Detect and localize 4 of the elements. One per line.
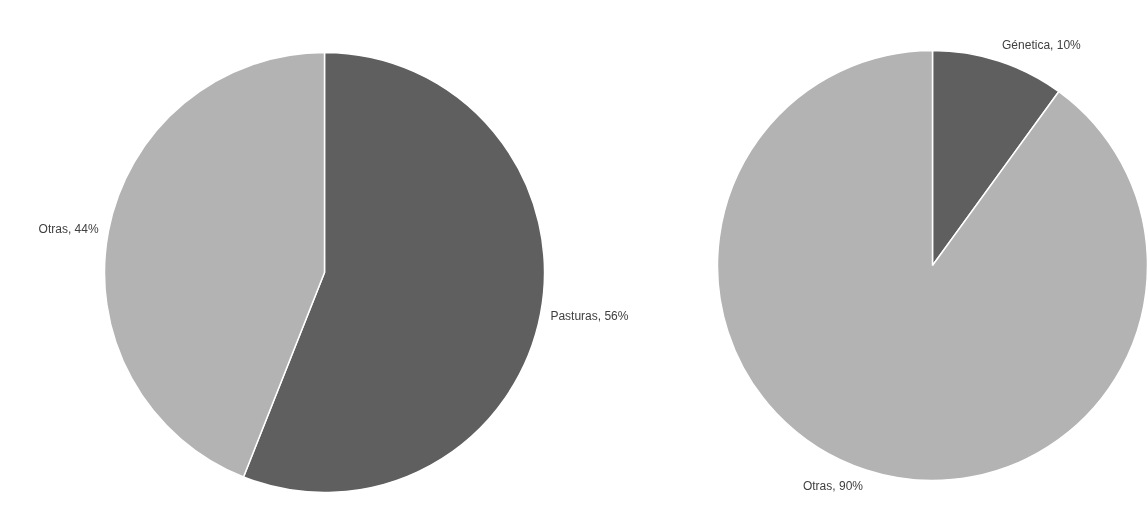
slice-label: Otras, 90%	[802, 479, 864, 494]
slice-label: Otras, 44%	[38, 222, 99, 237]
slice-label: Pasturas, 56%	[550, 308, 629, 323]
slice-label: Génetica, 10%	[1002, 37, 1082, 52]
